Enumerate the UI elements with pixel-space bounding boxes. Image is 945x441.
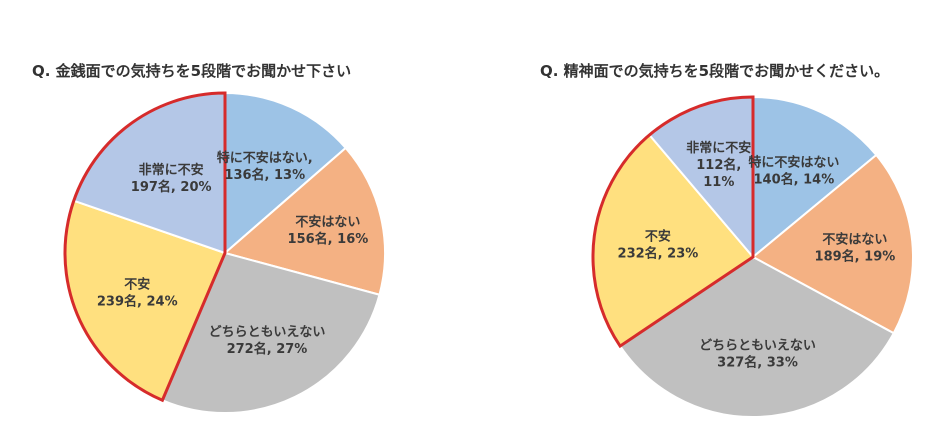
slice-label-anxious: 239名, 24%	[97, 293, 178, 309]
highlight-outline	[591, 95, 755, 349]
pie-slice-neutral	[618, 255, 896, 418]
chart-title: Q. 金銭面での気持ちを5段階でお聞かせ下さい	[32, 62, 352, 80]
slice-label-very-anxious: 11%	[703, 175, 734, 190]
slice-label-neutral: 327名, 33%	[717, 354, 798, 370]
slice-label-not-anxious-at-all: 特に不安はない,	[217, 150, 313, 166]
pie-slice-not-anxious-at-all	[752, 95, 878, 260]
slice-label-neutral: どちらともいえない	[699, 338, 816, 353]
slice-label-not-anxious-at-all: 136名, 13%	[224, 167, 305, 183]
pie-slice-not-anxious	[751, 153, 914, 335]
pie-slice-neutral	[161, 251, 381, 414]
slice-label-not-anxious: 189名, 19%	[815, 249, 896, 265]
slice-label-very-anxious: 非常に不安	[139, 162, 204, 178]
pie-slice-not-anxious	[222, 146, 386, 296]
pie-slice-not-anxious-at-all	[224, 91, 348, 256]
slice-label-not-anxious: 不安はない	[822, 232, 887, 248]
slice-label-neutral: どちらともいえない	[209, 325, 326, 340]
slice-label-anxious: 不安	[645, 228, 671, 244]
slice-label-neutral: 272名, 27%	[227, 341, 308, 357]
slice-label-anxious: 不安	[124, 276, 150, 292]
slice-label-very-anxious: 197名, 20%	[131, 179, 212, 195]
slice-label-not-anxious: 不安はない	[295, 214, 360, 230]
highlight-outline	[63, 91, 227, 403]
chart-title: Q. 精神面での気持ちを5段階でお聞かせください。	[540, 62, 890, 80]
slice-label-very-anxious: 112名,	[696, 157, 741, 173]
chart-financial: Q. 金銭面での気持ちを5段階でお聞かせ下さい 特に不安はない, 136名, 13…	[0, 0, 470, 441]
slice-label-not-anxious-at-all: 140名, 14%	[754, 172, 835, 188]
slice-label-very-anxious: 非常に不安	[686, 140, 751, 156]
chart-mental: Q. 精神面での気持ちを5段階でお聞かせください。 特に不安はない 140名, 1…	[470, 0, 945, 441]
slice-label-not-anxious: 156名, 16%	[288, 231, 369, 247]
slice-label-anxious: 232名, 23%	[618, 245, 699, 261]
slice-label-not-anxious-at-all: 特に不安はない	[748, 155, 839, 171]
